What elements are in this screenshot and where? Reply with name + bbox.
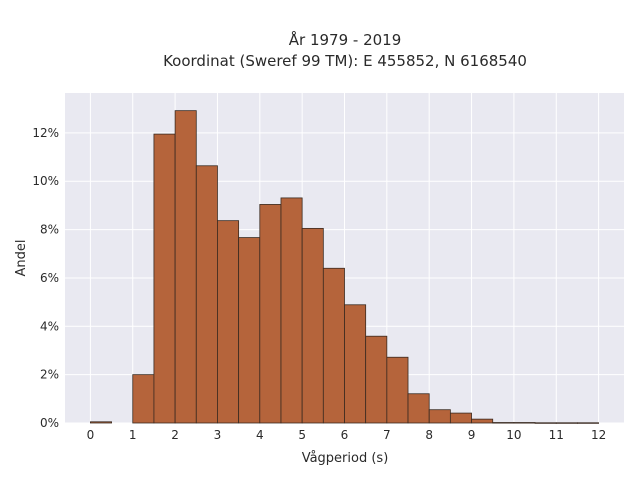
histogram-bar	[174, 110, 197, 424]
histogram-bar	[322, 267, 345, 424]
histogram-bar	[301, 227, 324, 424]
x-tick-label: 5	[298, 428, 306, 442]
histogram-bar	[386, 356, 409, 424]
y-tick-label: 10%	[32, 174, 59, 188]
y-tick-label: 4%	[40, 319, 59, 333]
histogram-bar	[365, 335, 388, 424]
y-tick-label: 2%	[40, 368, 59, 382]
histogram-bar	[449, 412, 472, 424]
x-tick-label: 9	[468, 428, 476, 442]
x-axis-label: Vågperiod (s)	[302, 451, 389, 466]
histogram-bar	[132, 374, 155, 424]
chart-title-line1: År 1979 - 2019	[289, 30, 402, 49]
histogram-bar	[428, 409, 451, 424]
y-axis-label: Andel	[14, 240, 29, 277]
histogram-bar	[492, 422, 515, 424]
x-tick-label: 10	[506, 428, 521, 442]
histogram-bar	[471, 418, 494, 424]
y-tick-label: 6%	[40, 271, 59, 285]
bars	[90, 110, 599, 424]
x-tick-label: 4	[256, 428, 264, 442]
y-tick-label: 12%	[32, 126, 59, 140]
x-tick-label: 11	[549, 428, 564, 442]
histogram-bar	[555, 422, 578, 424]
x-tick-label: 0	[87, 428, 95, 442]
histogram-bar	[407, 393, 430, 424]
chart-title-line2: Koordinat (Sweref 99 TM): E 455852, N 61…	[163, 52, 527, 70]
histogram-bar	[217, 220, 240, 424]
x-tick-label: 1	[129, 428, 137, 442]
histogram-bar	[90, 421, 112, 424]
histogram-bar	[238, 237, 261, 424]
x-tick-label: 2	[171, 428, 179, 442]
histogram-bar	[259, 204, 282, 424]
histogram-bar	[195, 165, 218, 424]
y-tick-label: 0%	[40, 416, 59, 430]
histogram-bar	[513, 422, 536, 424]
histogram-bar	[534, 422, 557, 424]
histogram-bar	[577, 422, 599, 424]
x-tick-label: 6	[341, 428, 349, 442]
x-tick-label: 3	[214, 428, 222, 442]
x-tick-label: 8	[425, 428, 433, 442]
y-tick-label: 8%	[40, 223, 59, 237]
tick-labels: 0 1 2 3 4 5 6 7 8 9 10 11 120%2%4%6%8%10%12%	[32, 126, 606, 442]
x-tick-label: 12	[591, 428, 606, 442]
histogram-bar	[153, 133, 176, 424]
x-tick-label: 7	[383, 428, 391, 442]
histogram-bar	[344, 304, 367, 424]
histogram-bar	[280, 197, 303, 424]
